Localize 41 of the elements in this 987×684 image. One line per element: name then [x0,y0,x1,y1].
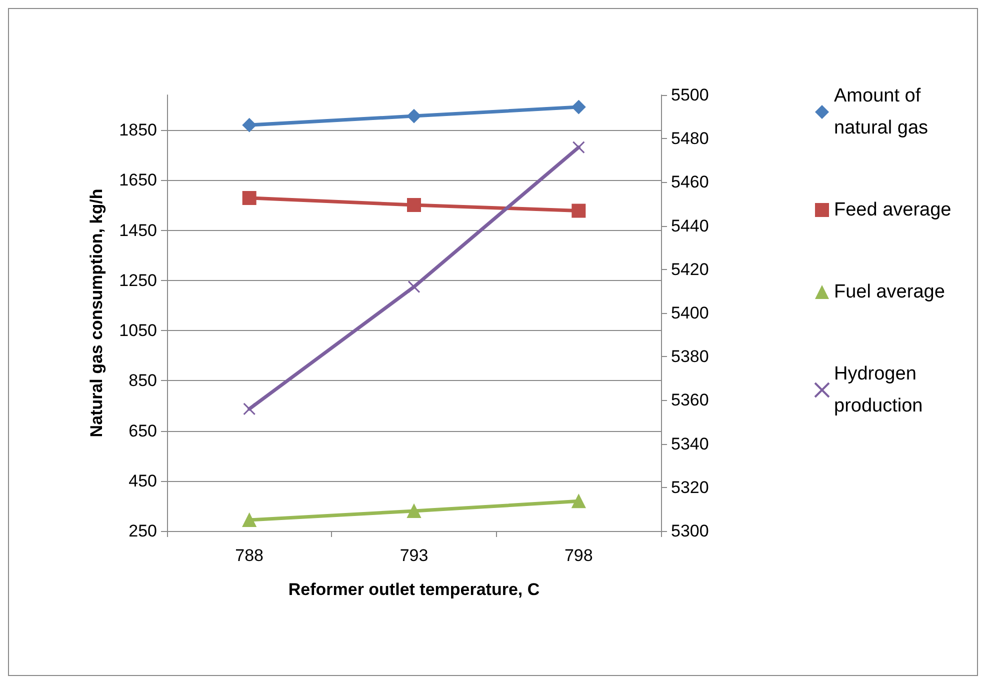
y-tick-label: 450 [128,471,157,490]
y-tick-label: 650 [128,421,157,440]
y2-tick-label: 5440 [671,216,709,236]
point [572,204,586,218]
y-tick-label: 1250 [119,270,157,290]
point [572,141,585,154]
legend-label: Amount of natural gas [834,86,928,138]
y-tick-label: 1650 [119,170,157,190]
point [407,504,421,518]
x-axis-title: Reformer outlet temperature, C [288,580,540,599]
point [572,494,586,508]
legend-label: Feed average [834,200,952,220]
y2-tick-label: 5480 [671,129,709,148]
x-tick-label: 788 [235,546,264,565]
y-axis-title: Natural gas consumption, kg/h [87,188,106,438]
y2-tick-label: 5460 [671,172,709,192]
y2-tick-label: 5380 [671,347,709,366]
y2-tick-label: 5420 [671,260,709,279]
point [243,402,256,416]
y2-tick-label: 5300 [671,522,709,540]
y-tick-label: 1850 [119,120,157,140]
y2-tick-label: 5360 [671,390,709,410]
y-tick-label: 250 [128,522,157,540]
y2-tick-label: 5400 [671,304,709,322]
y2-tick-label: 5340 [671,434,709,454]
legend-label: Hydrogen production [834,364,923,416]
point [242,512,256,527]
x-tick-label: 798 [564,546,593,565]
point [242,118,256,132]
y-tick-label: 1450 [119,220,157,240]
point [408,280,420,294]
point [572,100,586,114]
point [242,190,256,205]
y2-tick-label: 5320 [671,478,709,497]
y2-tick-label: 5500 [671,86,709,104]
legend-label: Fuel average [834,282,945,302]
point [407,198,421,212]
point [407,109,421,124]
x-tick-label: 793 [400,546,428,565]
y-tick-label: 850 [128,371,157,390]
y-tick-label: 1050 [119,321,157,340]
